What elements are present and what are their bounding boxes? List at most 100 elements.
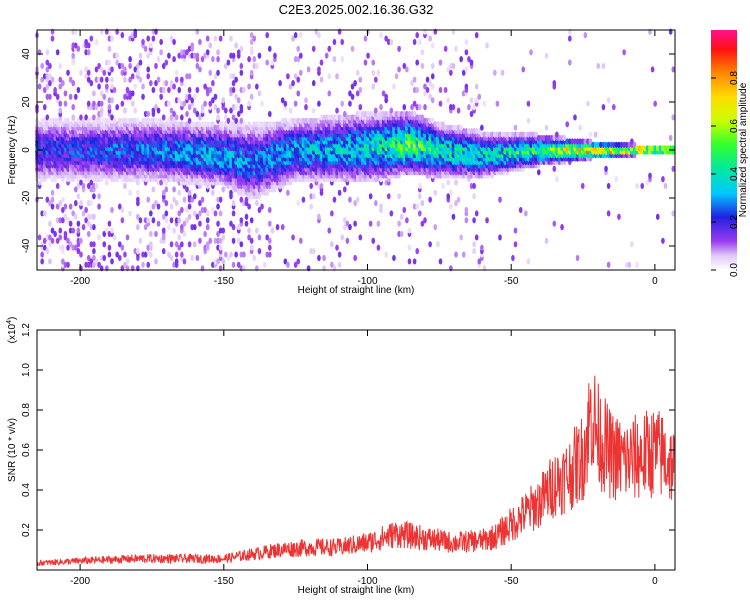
- spectrogram-cell: [428, 196, 432, 203]
- spectrogram-cell: [299, 117, 303, 124]
- spectrogram-cell: [58, 107, 63, 114]
- spectrogram-cell: [146, 261, 151, 268]
- spectrogram-cell: [198, 200, 202, 207]
- spectrogram-cell: [92, 121, 96, 128]
- spectrogram-cell: [123, 93, 127, 100]
- spectrogram-cell: [397, 45, 401, 52]
- spectrogram-cell: [229, 121, 233, 128]
- spectrogram-cell: [213, 124, 218, 131]
- spectrogram-cell: [180, 76, 184, 83]
- spectrogram-cell: [218, 210, 223, 217]
- spectrogram-cell: [663, 145, 668, 152]
- spectrogram-cell: [61, 206, 65, 214]
- spectrogram-cell: [50, 196, 55, 203]
- spectrogram-cell: [464, 49, 469, 56]
- spectrogram-cell: [239, 104, 244, 111]
- spectrogram-cell: [384, 35, 388, 42]
- spectrogram-cell: [415, 104, 420, 111]
- spectrogram-cell: [430, 73, 435, 80]
- spectrogram-cell: [40, 210, 44, 217]
- spectrogram-cell: [229, 107, 233, 114]
- spectrogram-cell: [84, 217, 88, 224]
- colorbar-gradient: [711, 30, 737, 270]
- spectrogram-cell: [94, 76, 99, 83]
- spectrogram-cell: [151, 186, 156, 193]
- spectrogram-cell: [340, 114, 345, 121]
- spectrogram-cell: [441, 182, 445, 190]
- spectrogram-cell: [430, 117, 435, 124]
- spectrogram-cell: [327, 114, 332, 121]
- spectrogram-cell: [231, 86, 236, 94]
- figure-title: C2E3.2025.002.16.36.G32: [279, 2, 434, 17]
- spectrogram-cell: [205, 49, 210, 56]
- spectrogram-cell: [195, 121, 200, 128]
- snr-y-tick-label: 0.4: [21, 483, 32, 497]
- spectrogram-cell: [180, 251, 184, 258]
- spectrogram-cell: [319, 76, 324, 83]
- spectrogram-cell: [37, 83, 42, 90]
- spectrogram-cell: [614, 176, 619, 183]
- spectrogram-cell: [353, 114, 357, 121]
- spectrogram-cell: [208, 121, 213, 128]
- spectrogram-cell: [107, 66, 112, 73]
- spectrogram-cell: [216, 49, 220, 56]
- spectrogram-cell: [319, 114, 324, 121]
- spectrogram-x-tick-label: -50: [504, 276, 519, 287]
- spectrogram-cell: [544, 134, 549, 142]
- spectrogram-cell: [48, 200, 52, 207]
- spectrogram-cell: [40, 117, 44, 124]
- spectrogram-cell: [151, 35, 156, 42]
- spectrogram-cell: [324, 52, 329, 59]
- spectrogram-cell: [174, 251, 179, 258]
- spectrogram-cell: [123, 261, 127, 268]
- spectrogram-cell: [306, 117, 311, 124]
- spectrogram-cell: [293, 261, 298, 268]
- snr-y-tick-label: 0.2: [21, 523, 32, 537]
- spectrogram-cell: [637, 145, 642, 152]
- spectrogram-cell: [187, 213, 192, 220]
- spectrogram-cell: [386, 110, 391, 118]
- spectrogram-cell: [141, 251, 145, 258]
- spectrogram-cell: [231, 80, 236, 87]
- spectrogram-cell: [267, 244, 272, 251]
- spectrogram-cell: [45, 83, 50, 90]
- spectrogram-cell: [249, 124, 254, 131]
- spectrogram-cell: [159, 93, 163, 100]
- spectrogram-cell: [161, 80, 166, 87]
- spectrogram-cell: [526, 100, 531, 107]
- spectrogram-cell: [180, 100, 184, 107]
- spectrogram-cell: [332, 196, 337, 203]
- spectrogram-cell: [161, 248, 166, 255]
- spectrogram-cell: [286, 189, 290, 196]
- spectrogram-cell: [423, 104, 427, 111]
- spectrogram-cell: [601, 62, 606, 70]
- spectrogram-cell: [417, 38, 422, 46]
- spectrogram-cell: [159, 86, 163, 94]
- spectrogram-cell: [389, 38, 394, 46]
- spectrogram-cell: [192, 193, 197, 200]
- spectrogram-cell: [278, 121, 282, 128]
- spectrogram-cell: [192, 93, 197, 100]
- spectrogram-cell: [81, 42, 86, 49]
- spectrogram-cell: [371, 83, 376, 90]
- spectrogram-cell: [472, 217, 476, 224]
- spectrogram-cell: [107, 244, 112, 251]
- spectrogram-cell: [213, 258, 218, 265]
- spectrogram-cell: [211, 206, 215, 214]
- spectrogram-cell: [275, 121, 280, 128]
- spectrogram-cell: [260, 121, 264, 128]
- spectrogram-cell: [417, 104, 422, 111]
- spectrogram-cell: [151, 203, 156, 210]
- spectrogram-cell: [296, 200, 301, 207]
- spectrogram-cell: [203, 100, 207, 107]
- spectrogram-cell: [309, 117, 313, 124]
- colorbar-tick-label: 0.8: [729, 71, 740, 85]
- spectrogram-cell: [136, 189, 140, 196]
- spectrogram-cell: [392, 83, 396, 90]
- spectrogram-cell: [89, 213, 94, 220]
- spectrogram-cell: [242, 121, 246, 128]
- spectrogram-cell: [133, 66, 138, 73]
- spectrogram-cell: [130, 117, 135, 124]
- spectrogram-cell: [311, 248, 316, 255]
- spectrogram-cell: [247, 234, 251, 241]
